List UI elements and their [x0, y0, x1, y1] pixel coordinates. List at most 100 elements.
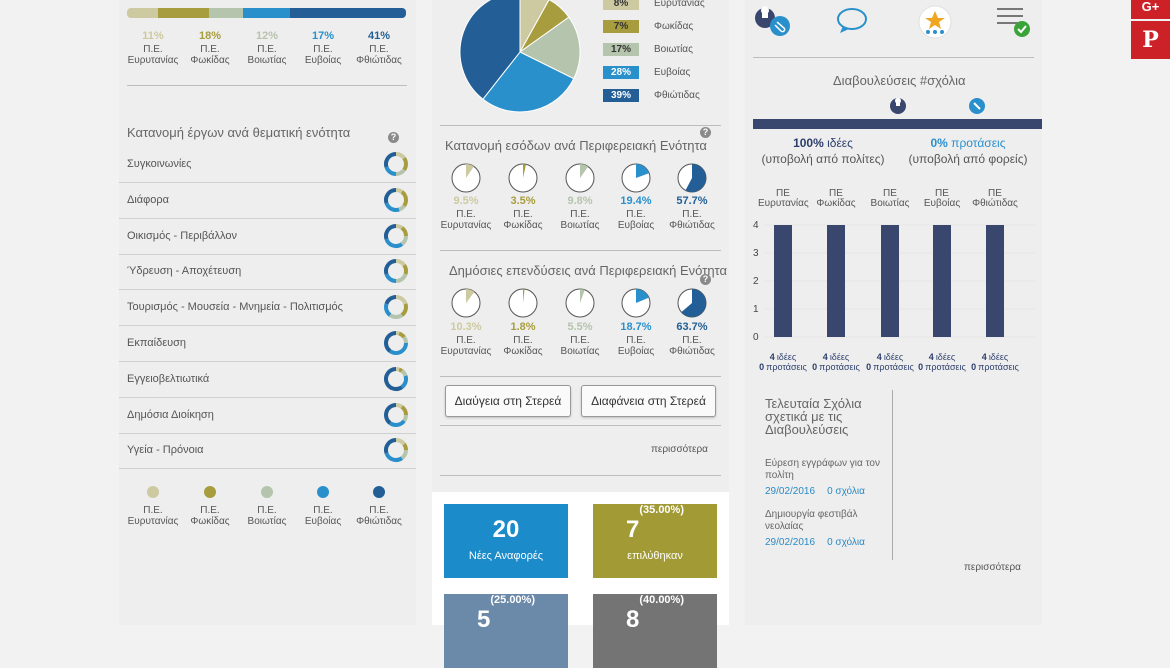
- region-value-4: 63.7%Π.Ε.Φθιώτιδας: [657, 322, 727, 357]
- category-row[interactable]: Διάφορα: [119, 182, 416, 219]
- legend-dot: [261, 486, 273, 498]
- list-check-icon[interactable]: [997, 6, 1033, 38]
- section-title-investments: Δημόσιες επενδύσεις ανά Περιφερειακή Ενό…: [449, 263, 727, 278]
- donut-segment: [396, 226, 402, 228]
- region-name: Φθιώτιδας: [356, 516, 402, 527]
- donut-segment: [402, 371, 406, 376]
- region-prefix: Π.Ε.: [513, 209, 532, 220]
- category-label: Ύδρευση - Αποχέτευση: [127, 265, 241, 277]
- region-name: Βοιωτίας: [561, 220, 600, 231]
- ideas-percent: 100%: [793, 136, 824, 150]
- category-row[interactable]: Υγεία - Πρόνοια: [119, 432, 416, 469]
- region-prefix: Π.Ε.: [200, 44, 219, 55]
- donut-segment: [396, 297, 406, 304]
- proposals-word: προτάσεις: [951, 136, 1005, 150]
- donut-segment: [386, 261, 396, 274]
- comment-date[interactable]: 29/02/2016: [765, 537, 815, 548]
- region-name: Φωκίδας: [503, 346, 542, 357]
- ideas-sub: (υποβολή από πολίτες): [761, 152, 884, 166]
- diafaneia-button[interactable]: Διαφάνεια στη Στερεά: [581, 385, 716, 417]
- help-icon[interactable]: ?: [700, 274, 711, 285]
- bar-proposals-count: 0: [918, 362, 923, 372]
- category-row[interactable]: Τουρισμός - Μουσεία - Μνημεία - Πολιτισμ…: [119, 289, 416, 326]
- stat-percent: (40.00%): [639, 594, 684, 606]
- donut-segment: [399, 206, 404, 210]
- donut-segment: [399, 333, 404, 337]
- donut-segment: [386, 405, 396, 423]
- region-mini-pie: [565, 288, 595, 318]
- category-row[interactable]: Οικισμός - Περιβάλλον: [119, 218, 416, 255]
- category-donut: [383, 294, 409, 320]
- category-row[interactable]: Συγκοινωνίες: [119, 146, 416, 183]
- donut-segment: [402, 450, 406, 458]
- pie-legend-label: Ευβοίας: [654, 66, 690, 79]
- pie-legend-swatch: 39%: [603, 89, 639, 102]
- more-comments-link[interactable]: περισσότερα: [964, 562, 1021, 573]
- category-donut: [383, 258, 409, 284]
- donut-segment: [402, 376, 406, 387]
- category-row[interactable]: Ύδρευση - Αποχέτευση: [119, 253, 416, 290]
- y-tick-label: 1: [753, 304, 759, 315]
- bar-region-name: Ευρυτανίας: [758, 198, 809, 209]
- bar-proposals-count: 0: [812, 362, 817, 372]
- category-row[interactable]: Εκπαίδευση: [119, 325, 416, 362]
- region-prefix: Π.Ε.: [257, 44, 276, 55]
- comment-title[interactable]: Δημιουργία φεστιβάλ νεολαίας: [765, 509, 890, 533]
- region-name: Φωκίδας: [503, 220, 542, 231]
- region-name: Ευρυτανίας: [441, 220, 492, 231]
- pinterest-share-button[interactable]: P: [1131, 21, 1170, 59]
- category-row[interactable]: Δημόσια Διοίκηση: [119, 397, 416, 434]
- report-stat-box[interactable]: 5(25.00%): [444, 594, 568, 668]
- region-prefix: Π.Ε.: [369, 44, 388, 55]
- category-label: Τουρισμός - Μουσεία - Μνημεία - Πολιτισμ…: [127, 301, 343, 313]
- comment-title[interactable]: Εύρεση εγγράφων για τον πολίτη: [765, 458, 890, 482]
- donut-segment: [396, 170, 404, 174]
- consultation-bar: [827, 225, 845, 337]
- comment-date[interactable]: 29/02/2016: [765, 486, 815, 497]
- category-row[interactable]: Εγγειοβελτιωτικά: [119, 361, 416, 398]
- region-name: Βοιωτίας: [561, 346, 600, 357]
- donut-segment: [396, 274, 406, 281]
- divider: [440, 250, 721, 251]
- category-label: Διάφορα: [127, 194, 169, 206]
- bar-region-name: Φθιώτιδας: [972, 198, 1018, 209]
- help-icon[interactable]: ?: [700, 127, 711, 138]
- section-title-income: Κατανομή εσόδων ανά Περιφερειακή Ενότητα: [445, 138, 707, 153]
- donut-segment: [386, 369, 402, 389]
- report-stat-box[interactable]: 8(40.00%): [593, 594, 717, 668]
- donut-segment: [386, 226, 396, 239]
- comment-count[interactable]: 0 σχόλια: [827, 537, 865, 548]
- help-icon[interactable]: ?: [388, 132, 399, 143]
- bar-proposals-word: προτάσεις: [766, 362, 807, 372]
- stat-percent: (25.00%): [490, 594, 535, 606]
- google-plus-share-button[interactable]: G+: [1131, 0, 1170, 19]
- divider: [892, 390, 893, 560]
- region-prefix: Π.Ε.: [143, 44, 162, 55]
- category-label: Εγγειοβελτιωτικά: [127, 373, 209, 385]
- consultation-bar: [774, 225, 792, 337]
- category-donut: [383, 330, 409, 356]
- comment-bubble-icon[interactable]: [835, 6, 869, 36]
- more-link[interactable]: περισσότερα: [651, 444, 708, 455]
- donut-segment: [402, 228, 406, 236]
- category-donut: [383, 402, 409, 428]
- region-name: Φθιώτιδας: [356, 55, 402, 66]
- regional-share-bar: [127, 8, 406, 18]
- region-prefix: Π.Ε.: [682, 335, 701, 346]
- diavgeia-button[interactable]: Διαύγεια στη Στερεά: [445, 385, 571, 417]
- report-stat-box[interactable]: 7(35.00%)επιλύθηκαν: [593, 504, 717, 578]
- category-label: Οικισμός - Περιβάλλον: [127, 230, 237, 242]
- proposals-percent: 0%: [930, 136, 947, 150]
- bar-ideas-word: ιδέες: [777, 352, 796, 362]
- bar-ideas-word: ιδέες: [989, 352, 1008, 362]
- comment-count[interactable]: 0 σχόλια: [827, 486, 865, 497]
- rating-star-icon[interactable]: [917, 4, 953, 40]
- idea-attachment-icon[interactable]: [753, 5, 793, 39]
- section-title-categories: Κατανομή έργων ανά θεματική ενότητα: [127, 125, 350, 140]
- donut-segment: [396, 261, 404, 265]
